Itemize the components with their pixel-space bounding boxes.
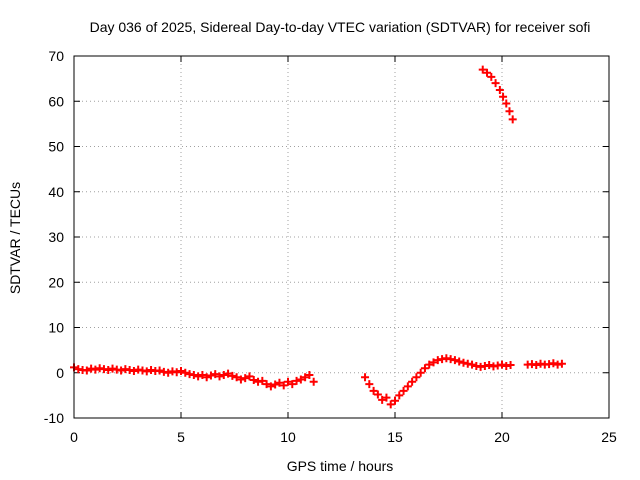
data-point bbox=[361, 373, 370, 382]
chart-title: Day 036 of 2025, Sidereal Day-to-day VTE… bbox=[90, 19, 591, 35]
data-point bbox=[420, 364, 429, 373]
data-point bbox=[455, 357, 464, 366]
data-point bbox=[232, 373, 241, 382]
y-tick-label: 30 bbox=[48, 229, 64, 245]
data-point bbox=[416, 368, 425, 377]
data-point bbox=[382, 393, 391, 402]
data-point bbox=[386, 400, 395, 409]
y-tick-label: 10 bbox=[48, 320, 64, 336]
data-point bbox=[129, 366, 138, 375]
y-tick-label: -10 bbox=[44, 410, 64, 426]
data-point bbox=[262, 380, 271, 389]
data-point bbox=[478, 65, 487, 74]
grid-lines bbox=[74, 56, 609, 418]
x-tick-label: 15 bbox=[387, 429, 403, 445]
x-tick-label: 10 bbox=[280, 429, 296, 445]
data-point bbox=[399, 386, 408, 395]
data-point bbox=[172, 368, 181, 377]
y-tick-label: 60 bbox=[48, 93, 64, 109]
data-point bbox=[309, 377, 318, 386]
y-tick-label: 0 bbox=[56, 365, 64, 381]
x-tick-label: 0 bbox=[70, 429, 78, 445]
data-point bbox=[288, 380, 297, 389]
data-point bbox=[292, 376, 301, 385]
data-point bbox=[483, 68, 492, 77]
data-point bbox=[403, 382, 412, 391]
data-point bbox=[241, 374, 250, 383]
data-point bbox=[202, 373, 211, 382]
data-point bbox=[506, 361, 515, 370]
data-point bbox=[211, 370, 220, 379]
data-point bbox=[305, 371, 314, 380]
x-axis-label: GPS time / hours bbox=[287, 458, 394, 474]
x-tick-label: 25 bbox=[601, 429, 617, 445]
data-point bbox=[425, 360, 434, 369]
data-point bbox=[275, 378, 284, 387]
data-point bbox=[369, 386, 378, 395]
data-point bbox=[301, 373, 310, 382]
data-point bbox=[181, 368, 190, 377]
data-point bbox=[373, 390, 382, 399]
data-point bbox=[498, 360, 506, 369]
y-axis-label: SDTVAR / TECUs bbox=[7, 182, 23, 294]
data-point bbox=[557, 359, 566, 368]
y-tick-label: 50 bbox=[48, 139, 64, 155]
data-point bbox=[177, 366, 185, 375]
data-point bbox=[215, 372, 224, 381]
data-point bbox=[82, 366, 91, 375]
data-point bbox=[104, 366, 113, 375]
data-point bbox=[491, 79, 500, 88]
data-point bbox=[271, 380, 280, 389]
y-tick-label: 70 bbox=[48, 48, 64, 64]
data-point bbox=[206, 371, 215, 380]
data-point bbox=[91, 365, 100, 374]
data-point bbox=[189, 371, 198, 380]
data-point bbox=[284, 377, 292, 386]
data-point bbox=[468, 360, 477, 369]
data-point bbox=[549, 359, 558, 368]
x-tick-label: 5 bbox=[177, 429, 185, 445]
data-point bbox=[117, 366, 126, 375]
data-point bbox=[236, 375, 245, 384]
data-point bbox=[245, 372, 254, 381]
data-point bbox=[391, 396, 399, 405]
data-point bbox=[499, 92, 508, 101]
data-point bbox=[395, 391, 404, 400]
data-point bbox=[279, 381, 288, 390]
data-point bbox=[194, 372, 203, 381]
data-points bbox=[70, 65, 566, 409]
data-point bbox=[429, 358, 438, 367]
data-point bbox=[412, 373, 421, 382]
data-point bbox=[508, 115, 517, 124]
data-point bbox=[487, 72, 496, 81]
data-point bbox=[224, 369, 233, 378]
tick-labels: 0 5 10 15 20 25 -10 0 10 20 30 40 50 60 70 bbox=[44, 48, 617, 445]
data-point bbox=[266, 382, 275, 391]
data-point bbox=[228, 371, 237, 380]
data-point bbox=[142, 367, 151, 376]
data-point bbox=[485, 361, 494, 370]
data-point bbox=[378, 395, 387, 404]
data-point bbox=[450, 356, 459, 365]
data-point bbox=[502, 99, 511, 108]
data-point bbox=[532, 361, 541, 370]
x-tick-label: 20 bbox=[494, 429, 510, 445]
data-point bbox=[296, 375, 305, 384]
y-tick-label: 20 bbox=[48, 274, 64, 290]
data-point bbox=[365, 380, 374, 389]
data-point bbox=[164, 368, 173, 377]
plot-frame bbox=[73, 55, 610, 419]
data-point bbox=[258, 376, 267, 385]
data-point bbox=[495, 85, 504, 94]
data-point bbox=[408, 377, 417, 386]
data-point bbox=[219, 371, 228, 380]
y-tick-label: 40 bbox=[48, 184, 64, 200]
data-point bbox=[155, 366, 164, 375]
data-point bbox=[198, 371, 207, 380]
data-point bbox=[249, 375, 258, 384]
data-point bbox=[505, 107, 514, 116]
